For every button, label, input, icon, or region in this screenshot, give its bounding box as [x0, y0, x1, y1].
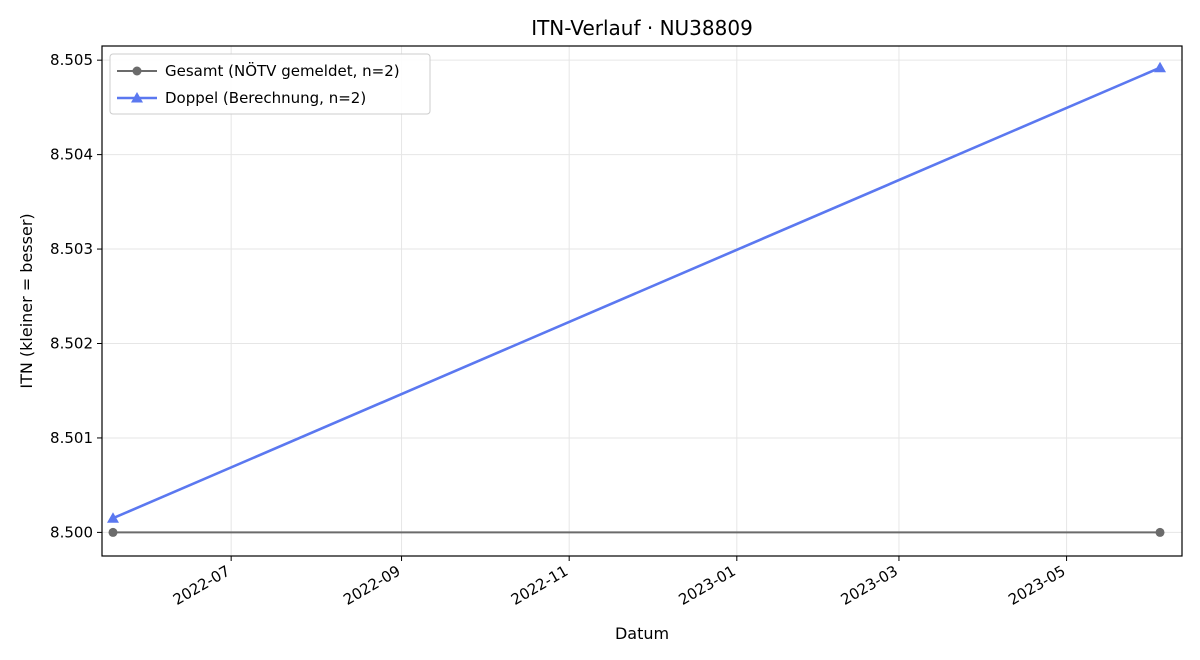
x-tick-label: 2022-09 [340, 562, 403, 609]
axis-layer: 2022-07 2022-09 2022-11 2023-01 2023-03 2023-… [50, 51, 1069, 609]
x-tick-label: 2023-03 [838, 562, 901, 609]
data-point [1155, 527, 1165, 537]
legend-label: Doppel (Berechnung, n=2) [165, 89, 366, 107]
legend: Gesamt (NÖTV gemeldet, n=2) Doppel (Berec… [109, 53, 431, 115]
series-1 [108, 527, 1165, 537]
x-tick-label: 2023-01 [676, 562, 739, 609]
chart-title: ITN-Verlauf · NU38809 [531, 16, 753, 40]
data-point [106, 512, 119, 523]
y-tick-label: 8.505 [50, 51, 93, 69]
data-point [1154, 61, 1167, 73]
legend-item: Doppel (Berechnung, n=2) [117, 89, 366, 107]
legend-item: Gesamt (NÖTV gemeldet, n=2) [117, 61, 400, 80]
y-tick-label: 8.502 [50, 335, 93, 353]
series-layer [106, 61, 1167, 537]
legend-label: Gesamt (NÖTV gemeldet, n=2) [165, 61, 400, 80]
series-line [112, 66, 1161, 520]
plot-frame [101, 45, 1183, 557]
y-tick-label: 8.504 [50, 146, 93, 164]
y-tick-label: 8.501 [50, 429, 93, 447]
x-tick-label: 2023-05 [1005, 562, 1068, 609]
y-tick-label: 8.500 [50, 523, 93, 541]
legend-box [109, 53, 431, 115]
series-2 [106, 61, 1167, 523]
x-tick-label: 2022-11 [508, 562, 571, 609]
legend-marker [131, 92, 143, 103]
data-point [108, 527, 118, 537]
legend-marker [132, 66, 142, 76]
grid-layer [102, 46, 1182, 556]
x-tick-label: 2022-07 [170, 562, 233, 609]
x-axis-label: Datum [615, 624, 669, 643]
y-axis-label: ITN (kleiner = besser) [17, 213, 36, 388]
y-tick-label: 8.503 [50, 240, 93, 258]
